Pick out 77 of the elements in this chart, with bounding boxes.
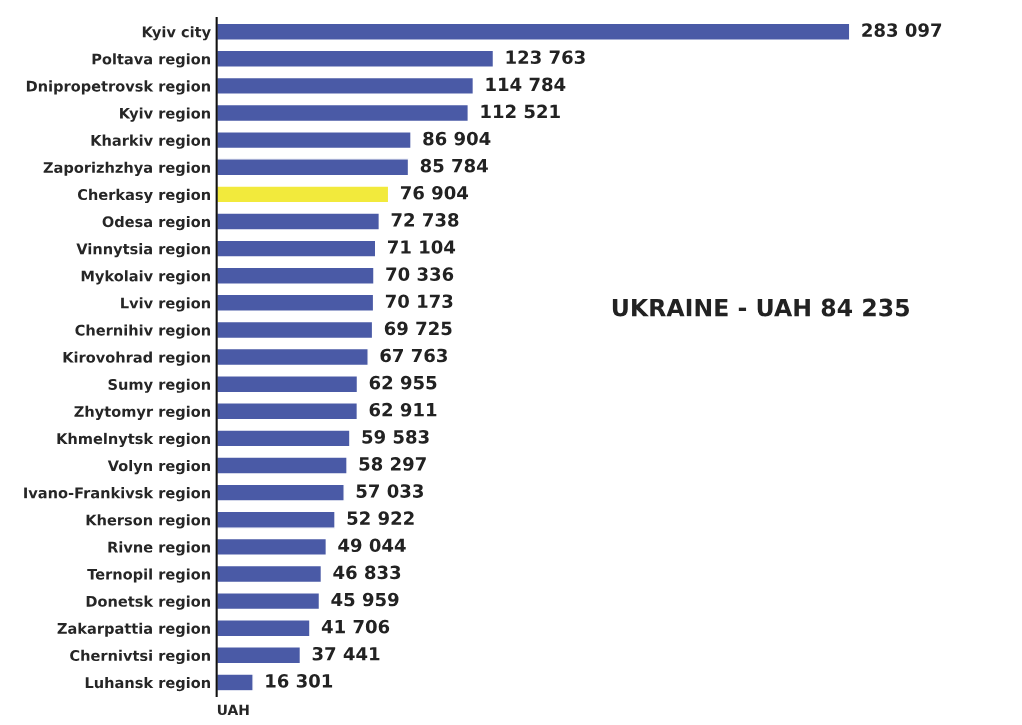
bar xyxy=(216,429,351,448)
y-tick-label: Mykolaiv region xyxy=(81,270,210,285)
data-label: 123 763 xyxy=(506,50,585,65)
y-tick-label: Poltava region xyxy=(92,53,210,68)
y-tick-label: Lviv region xyxy=(121,297,210,312)
y-tick-label: Kyiv region xyxy=(120,107,210,122)
bar xyxy=(216,673,254,692)
data-label: 59 583 xyxy=(362,429,429,444)
y-tick-label: Zakarpattia region xyxy=(57,622,210,637)
y-tick-label: Ivano-Frankivsk region xyxy=(24,487,210,502)
bar xyxy=(216,131,412,150)
y-tick-label: Kirovohrad region xyxy=(63,351,210,366)
bar xyxy=(216,293,375,312)
bar xyxy=(216,483,345,502)
y-tick-label: Donetsk region xyxy=(86,595,210,610)
data-label: 85 784 xyxy=(420,158,488,173)
bar xyxy=(216,646,302,665)
y-tick-label: Luhansk region xyxy=(85,676,210,692)
data-label: 70 336 xyxy=(386,267,454,281)
bar xyxy=(216,564,323,584)
data-label: 45 959 xyxy=(331,592,399,607)
y-tick-label: Volyn region xyxy=(107,459,210,475)
bar xyxy=(216,537,328,556)
data-label: 57 033 xyxy=(356,484,423,498)
annotation: UKRAINE - UAH 84 235 xyxy=(612,298,909,317)
y-tick-label: Zaporizhzhya region xyxy=(43,161,210,176)
bar xyxy=(216,76,475,96)
data-label: 41 706 xyxy=(321,619,390,634)
y-tick-label: Khmelnytsk region xyxy=(57,432,210,448)
bar xyxy=(216,402,359,421)
y-tick-label: Dnipropetrovsk region xyxy=(26,80,210,95)
bar xyxy=(216,49,495,68)
bar xyxy=(216,456,348,475)
data-label: 46 833 xyxy=(333,565,401,580)
data-label: 86 904 xyxy=(423,131,491,146)
y-tick-label: Zhytomyr region xyxy=(74,405,210,420)
bar xyxy=(216,375,359,394)
data-label: 72 738 xyxy=(391,213,459,227)
bar xyxy=(216,347,369,367)
bar xyxy=(216,22,851,41)
data-label: 62 955 xyxy=(369,375,437,390)
y-tick-label: Kyiv city xyxy=(142,26,211,41)
data-label: 283 097 xyxy=(862,23,942,37)
data-label: 52 922 xyxy=(347,511,414,525)
data-label: 37 441 xyxy=(312,646,380,661)
data-label: 76 904 xyxy=(400,185,469,200)
bar xyxy=(216,510,336,529)
data-label: 71 104 xyxy=(387,240,456,254)
bar xyxy=(216,591,321,611)
bar xyxy=(216,619,311,638)
bar xyxy=(216,320,374,340)
data-label: 114 784 xyxy=(486,77,566,92)
data-label: 112 521 xyxy=(481,104,560,119)
y-tick-label: Ternopil region xyxy=(87,568,210,583)
y-tick-label: Chernivtsi region xyxy=(70,649,210,665)
y-tick-label: Rivne region xyxy=(108,541,210,556)
data-label: 62 911 xyxy=(369,402,437,417)
data-label: 67 763 xyxy=(380,348,447,363)
bar xyxy=(216,103,469,123)
data-label: 49 044 xyxy=(338,538,406,553)
bar xyxy=(216,266,375,285)
data-label: 58 297 xyxy=(359,457,426,471)
y-tick-label: Odesa region xyxy=(102,215,210,231)
y-tick-label: Vinnytsia region xyxy=(76,243,210,258)
bar xyxy=(216,185,390,204)
bar xyxy=(216,239,377,258)
data-label: 70 173 xyxy=(385,294,453,309)
y-tick-label: Sumy region xyxy=(108,378,210,393)
y-tick-label: Chernihiv region xyxy=(75,324,210,339)
x-axis-title: UAH xyxy=(217,704,249,716)
bar xyxy=(216,158,410,177)
y-tick-label: Kharkiv region xyxy=(91,134,210,149)
y-tick-label: Kherson region xyxy=(86,514,210,529)
data-label: 16 301 xyxy=(266,674,333,688)
y-tick-label: Cherkasy region xyxy=(77,188,210,204)
bar xyxy=(216,212,381,231)
data-label: 69 725 xyxy=(384,321,452,336)
